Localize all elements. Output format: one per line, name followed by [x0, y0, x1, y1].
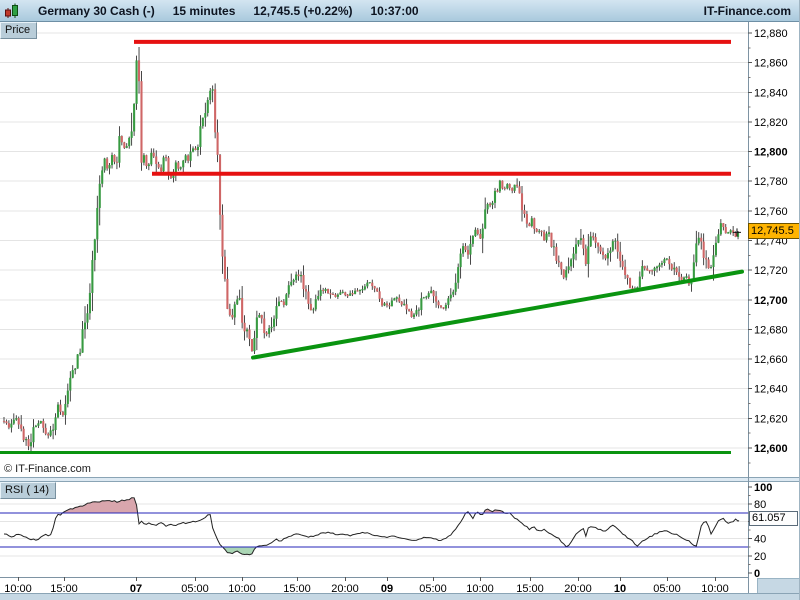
candles-layer [2, 47, 740, 452]
x-axis-label: 10 [614, 583, 626, 595]
x-axis-label: 20:00 [331, 583, 359, 595]
candlestick-icon [5, 3, 18, 18]
title-bar: Germany 30 Cash (-) 15 minutes 12,745.5 … [0, 0, 799, 22]
y-axis-label: 12,760 [754, 206, 788, 218]
tab-rsi[interactable]: RSI ( 14) [0, 482, 57, 499]
y-axis-label: 12,820 [754, 117, 788, 129]
x-axis-label: 10:00 [466, 583, 494, 595]
tab-price[interactable]: Price [0, 22, 38, 39]
x-axis-label: 10:00 [701, 583, 729, 595]
y-axis-label: 12,780 [754, 176, 788, 188]
rsi-layer [3, 497, 740, 556]
x-axis-label: 10:00 [4, 583, 32, 595]
rsi-axis-label: 100 [754, 482, 772, 494]
x-axis-label: 15:00 [283, 583, 311, 595]
scrollbar-corner [757, 578, 799, 593]
rsi-axis-label: 0 [754, 568, 760, 580]
y-axis-label: 12,880 [754, 28, 788, 40]
y-axis-label: 12,700 [754, 295, 788, 307]
last-price-badge: 12,745.5 [748, 223, 799, 239]
y-axis-label: 12,600 [754, 443, 788, 455]
rsi-axis-label: 80 [754, 499, 766, 511]
x-axis-label: 09 [381, 583, 393, 595]
y-axis-label: 12,660 [754, 354, 788, 366]
x-axis-label: 10:00 [228, 583, 256, 595]
y-axis-label: 12,640 [754, 384, 788, 396]
y-axis-label: 12,800 [754, 147, 788, 159]
rsi-axis-label: 20 [754, 551, 766, 563]
ascending-support-trendline [251, 269, 744, 360]
timeframe-label: 15 minutes [172, 3, 236, 18]
rsi-value-box: 61.057 [749, 511, 798, 526]
y-axis-label: 12,860 [754, 58, 788, 70]
x-axis-label: 15:00 [516, 583, 544, 595]
y-axis-label: 12,620 [754, 413, 788, 425]
x-axis-label: 05:00 [419, 583, 447, 595]
y-axis-label: 12,680 [754, 324, 788, 336]
bottom-strip [0, 593, 799, 600]
y-axis-label: 12,720 [754, 265, 788, 277]
instrument-name: Germany 30 Cash (-) [38, 3, 155, 18]
x-axis-label: 07 [130, 583, 142, 595]
copyright-watermark: © IT-Finance.com [4, 463, 91, 475]
clock: 10:37:00 [370, 3, 419, 18]
panel-splitter[interactable] [0, 477, 800, 482]
x-axis-label: 15:00 [50, 583, 78, 595]
rsi-line [3, 497, 740, 556]
x-axis-label: 05:00 [181, 583, 209, 595]
brand-link[interactable]: IT-Finance.com [703, 3, 791, 18]
rsi-axis-label: 40 [754, 534, 766, 546]
x-axis-label: 20:00 [564, 583, 592, 595]
y-axis-label: 12,840 [754, 87, 788, 99]
x-axis-label: 05:00 [653, 583, 681, 595]
last-quote: 12,745.5 (+0.22%) [253, 3, 353, 18]
